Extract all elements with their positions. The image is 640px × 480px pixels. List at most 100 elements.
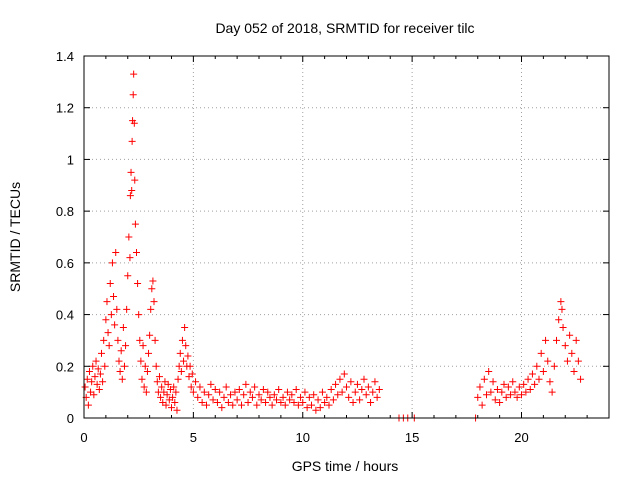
data-point <box>557 298 565 306</box>
data-point <box>371 378 379 386</box>
data-point <box>137 357 145 365</box>
data-point <box>369 388 377 396</box>
x-tick-label: 10 <box>296 430 310 445</box>
data-point <box>102 316 110 324</box>
data-point <box>118 375 126 383</box>
data-point <box>111 321 119 329</box>
data-point <box>173 406 181 414</box>
data-point <box>535 375 543 383</box>
data-point <box>105 342 113 350</box>
data-point <box>493 386 501 394</box>
data-point <box>220 393 228 401</box>
data-point <box>194 393 202 401</box>
data-point <box>119 324 127 331</box>
data-point <box>325 401 333 409</box>
data-point <box>542 336 550 344</box>
y-axis-ticks: 0 0.2 0.4 0.6 0.8 1 1.2 1.4 <box>56 49 609 426</box>
data-point <box>222 383 230 391</box>
data-point <box>85 367 93 375</box>
data-point <box>81 383 89 391</box>
x-tick-label: 20 <box>514 430 528 445</box>
data-point <box>310 391 318 399</box>
data-point <box>544 357 552 365</box>
y-tick-label: 0 <box>67 411 74 426</box>
data-point <box>115 357 123 365</box>
data-point <box>498 388 506 396</box>
data-point <box>539 367 547 375</box>
data-point <box>480 375 488 383</box>
data-point <box>163 391 171 399</box>
data-point <box>233 396 241 404</box>
data-point <box>126 192 134 200</box>
y-tick-label: 0.2 <box>56 359 74 374</box>
data-point <box>273 396 280 404</box>
data-point <box>107 311 115 319</box>
data-point <box>279 393 287 401</box>
data-point <box>84 401 92 409</box>
data-point <box>251 383 259 391</box>
data-point <box>117 347 125 355</box>
data-point <box>112 249 120 257</box>
data-point <box>128 186 136 194</box>
data-point <box>104 329 112 337</box>
data-point <box>180 357 188 365</box>
data-point <box>205 391 213 399</box>
data-point <box>186 362 194 370</box>
data-point <box>264 388 272 396</box>
data-point <box>140 383 148 391</box>
data-point <box>351 388 359 396</box>
data-point <box>336 375 344 383</box>
data-point <box>572 336 580 344</box>
data-point <box>136 336 144 344</box>
data-point <box>142 388 150 396</box>
data-point <box>147 305 155 313</box>
data-point <box>533 362 541 370</box>
x-tick-label: 5 <box>190 430 197 445</box>
data-point <box>570 367 578 375</box>
data-point <box>362 391 370 399</box>
data-point <box>303 404 311 412</box>
data-point <box>546 378 554 386</box>
data-point <box>563 357 571 365</box>
data-point <box>211 386 219 394</box>
data-point <box>175 362 183 370</box>
data-point <box>176 349 184 357</box>
data-point <box>168 404 175 412</box>
data-point <box>203 401 210 409</box>
data-point <box>531 380 539 388</box>
data-point <box>487 388 495 396</box>
data-point <box>145 349 153 357</box>
data-point <box>229 401 237 409</box>
y-tick-label: 1 <box>67 152 74 167</box>
data-point <box>152 362 160 370</box>
y-tick-label: 1.4 <box>56 49 74 64</box>
data-point <box>316 404 324 412</box>
data-point <box>213 398 221 406</box>
data-point <box>504 383 512 391</box>
data-point <box>101 362 109 370</box>
data-point <box>198 398 206 406</box>
data-point <box>100 336 108 344</box>
data-point <box>113 305 121 313</box>
data-point <box>257 396 265 404</box>
data-point <box>131 220 139 228</box>
data-point <box>353 380 361 388</box>
data-point <box>151 336 159 344</box>
data-point <box>131 176 139 184</box>
data-point <box>511 388 519 396</box>
data-point <box>116 367 124 375</box>
data-point <box>290 398 298 406</box>
data-point <box>294 401 302 409</box>
data-point <box>246 388 254 396</box>
data-point <box>189 388 197 396</box>
y-tick-label: 0.8 <box>56 204 74 219</box>
data-point <box>96 370 104 378</box>
data-point <box>133 249 140 257</box>
data-point <box>242 380 250 388</box>
data-point <box>244 398 252 406</box>
data-point <box>522 388 530 396</box>
data-point <box>240 391 248 399</box>
data-point <box>526 386 534 394</box>
data-point <box>509 378 517 386</box>
